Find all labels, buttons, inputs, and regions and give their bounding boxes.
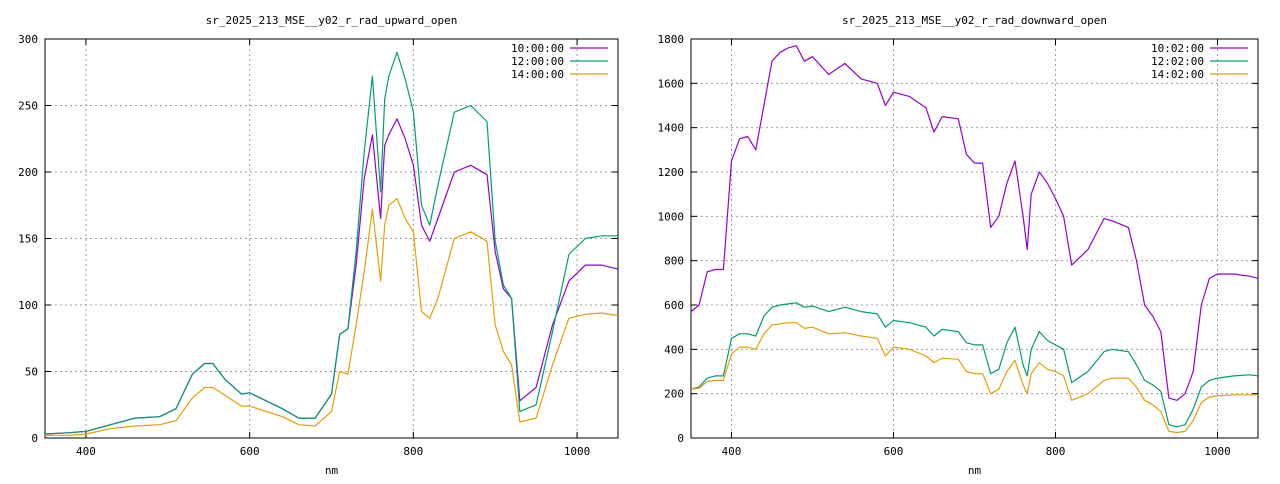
x-tick-label: 1000 <box>1204 445 1231 458</box>
plot-frame <box>690 38 1259 439</box>
y-tick-label: 1000 <box>658 210 685 223</box>
series-line-10:02:00 <box>690 45 1259 401</box>
x-axis-label: nm <box>968 464 982 477</box>
x-tick-label: 1000 <box>564 445 591 458</box>
chart-panel-1: 400 600 800 1000 0 50 100 150 200 250 300 sr_2025_2… <box>18 14 619 477</box>
x-tick-label: 400 <box>76 445 96 458</box>
chart-title: sr_2025_213_MSE__y02_r_rad_upward_open <box>206 14 458 27</box>
y-tick-label: 1800 <box>658 33 685 46</box>
y-tick-label: 250 <box>18 100 38 113</box>
legend-label: 12:02:00 <box>1151 55 1204 68</box>
chart-title: sr_2025_213_MSE__y02_r_rad_downward_open <box>842 14 1107 27</box>
y-tick-label: 1400 <box>658 122 685 135</box>
x-tick-label: 600 <box>240 445 260 458</box>
y-tick-label: 200 <box>18 166 38 179</box>
legend-label: 14:00:00 <box>511 68 564 81</box>
series-line-12:00:00 <box>44 51 618 435</box>
legend-label: 10:02:00 <box>1151 42 1204 55</box>
x-tick-label: 600 <box>884 445 904 458</box>
x-axis-label: nm <box>325 464 339 477</box>
x-tick-label: 400 <box>722 445 742 458</box>
y-tick-label: 0 <box>677 432 684 445</box>
y-tick-label: 100 <box>18 299 38 312</box>
legend-label: 14:02:00 <box>1151 68 1204 81</box>
y-tick-label: 50 <box>25 366 38 379</box>
series-line-14:00:00 <box>45 198 619 436</box>
chart-panel-2: 400 600 800 1000 0 200 400 600 800 1000 1200 1400 16… <box>658 14 1259 477</box>
y-tick-label: 800 <box>664 255 684 268</box>
y-tick-label: 1600 <box>658 77 685 90</box>
x-tick-label: 800 <box>403 445 423 458</box>
y-tick-label: 150 <box>18 233 38 246</box>
x-tick-label: 800 <box>1046 445 1066 458</box>
y-tick-label: 1200 <box>658 166 685 179</box>
y-tick-label: 300 <box>18 33 38 46</box>
legend-label: 10:00:00 <box>511 42 564 55</box>
series-line-12:02:00 <box>690 302 1259 428</box>
series-line-10:00:00 <box>44 118 619 435</box>
series-line-14:02:00 <box>690 322 1258 434</box>
y-tick-label: 200 <box>664 388 684 401</box>
y-tick-label: 600 <box>664 299 684 312</box>
legend-label: 12:00:00 <box>511 55 564 68</box>
y-tick-label: 400 <box>664 343 684 356</box>
y-tick-label: 0 <box>31 432 38 445</box>
